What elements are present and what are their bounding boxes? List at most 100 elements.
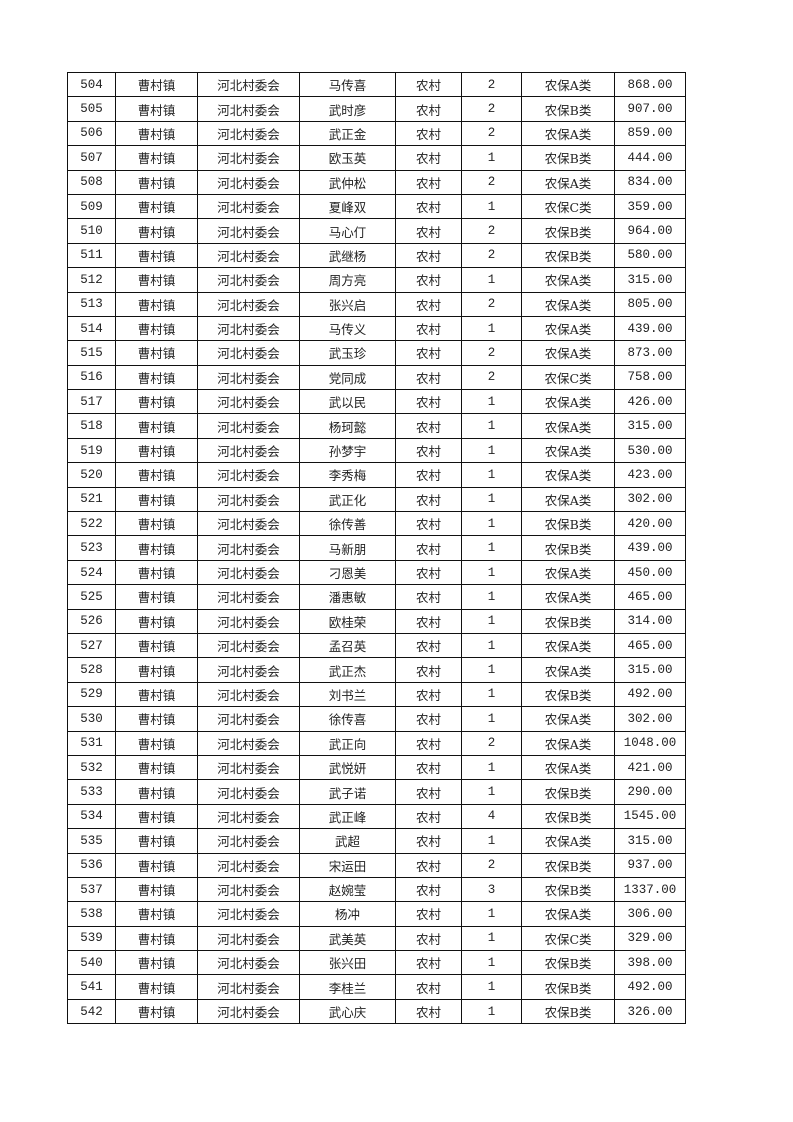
cell-village-committee: 河北村委会 xyxy=(197,169,300,195)
cell-amount: 907.00 xyxy=(614,96,686,122)
cell-town: 曹村镇 xyxy=(115,120,198,147)
cell-town: 曹村镇 xyxy=(115,315,198,342)
cell-insurance-class: 农保A类 xyxy=(521,730,615,756)
cell-household-count: 1 xyxy=(461,486,522,513)
cell-name: 武正杰 xyxy=(299,657,396,683)
cell-row-number: 516 xyxy=(67,364,116,391)
table-row: 532 曹村镇 河北村委会 武悦妍 农村 1 农保A类 421.00 xyxy=(67,754,686,781)
cell-town: 曹村镇 xyxy=(115,169,198,195)
cell-amount: 290.00 xyxy=(614,779,686,805)
cell-insurance-class: 农保B类 xyxy=(521,681,615,708)
cell-amount: 859.00 xyxy=(614,120,686,147)
cell-amount: 315.00 xyxy=(614,828,686,854)
table-row: 529 曹村镇 河北村委会 刘书兰 农村 1 农保B类 492.00 xyxy=(67,681,686,708)
cell-row-number: 513 xyxy=(67,291,116,317)
cell-area-type: 农村 xyxy=(395,315,462,342)
table-row: 528 曹村镇 河北村委会 武正杰 农村 1 农保A类 315.00 xyxy=(67,657,686,683)
cell-area-type: 农村 xyxy=(395,535,462,561)
cell-household-count: 2 xyxy=(461,242,522,269)
cell-household-count: 1 xyxy=(461,535,522,561)
table-row: 520 曹村镇 河北村委会 李秀梅 农村 1 农保A类 423.00 xyxy=(67,462,686,488)
cell-area-type: 农村 xyxy=(395,852,462,878)
cell-name: 马传喜 xyxy=(299,71,396,98)
table-row: 540 曹村镇 河北村委会 张兴田 农村 1 农保B类 398.00 xyxy=(67,950,686,976)
cell-household-count: 1 xyxy=(461,193,522,220)
cell-area-type: 农村 xyxy=(395,340,462,366)
cell-amount: 868.00 xyxy=(614,71,686,98)
cell-town: 曹村镇 xyxy=(115,925,198,952)
cell-amount: 492.00 xyxy=(614,681,686,708)
cell-insurance-class: 农保B类 xyxy=(521,852,615,878)
cell-insurance-class: 农保B类 xyxy=(521,218,615,244)
cell-name: 武正峰 xyxy=(299,803,396,830)
cell-name: 刘书兰 xyxy=(299,681,396,708)
cell-area-type: 农村 xyxy=(395,876,462,903)
cell-amount: 315.00 xyxy=(614,657,686,683)
cell-town: 曹村镇 xyxy=(115,364,198,391)
cell-town: 曹村镇 xyxy=(115,974,198,1000)
cell-insurance-class: 农保B类 xyxy=(521,876,615,903)
cell-row-number: 525 xyxy=(67,584,116,610)
cell-name: 武超 xyxy=(299,828,396,854)
cell-amount: 326.00 xyxy=(614,998,686,1025)
table-row: 526 曹村镇 河北村委会 欧桂荣 农村 1 农保B类 314.00 xyxy=(67,608,686,634)
cell-household-count: 1 xyxy=(461,974,522,1000)
cell-name: 党同成 xyxy=(299,364,396,391)
cell-row-number: 535 xyxy=(67,828,116,854)
cell-household-count: 1 xyxy=(461,559,522,586)
cell-area-type: 农村 xyxy=(395,901,462,927)
cell-amount: 439.00 xyxy=(614,535,686,561)
cell-area-type: 农村 xyxy=(395,389,462,415)
cell-name: 李秀梅 xyxy=(299,462,396,488)
cell-insurance-class: 农保B类 xyxy=(521,779,615,805)
table-row: 541 曹村镇 河北村委会 李桂兰 农村 1 农保B类 492.00 xyxy=(67,974,686,1000)
cell-name: 武以民 xyxy=(299,389,396,415)
table-row: 534 曹村镇 河北村委会 武正峰 农村 4 农保B类 1545.00 xyxy=(67,803,686,830)
cell-village-committee: 河北村委会 xyxy=(197,730,300,756)
table-row: 536 曹村镇 河北村委会 宋运田 农村 2 农保B类 937.00 xyxy=(67,852,686,878)
cell-village-committee: 河北村委会 xyxy=(197,754,300,781)
cell-area-type: 农村 xyxy=(395,218,462,244)
table-row: 523 曹村镇 河北村委会 马新朋 农村 1 农保B类 439.00 xyxy=(67,535,686,561)
cell-area-type: 农村 xyxy=(395,657,462,683)
cell-area-type: 农村 xyxy=(395,193,462,220)
cell-row-number: 540 xyxy=(67,950,116,976)
cell-household-count: 1 xyxy=(461,998,522,1025)
cell-name: 刁恩美 xyxy=(299,559,396,586)
table-row: 517 曹村镇 河北村委会 武以民 农村 1 农保A类 426.00 xyxy=(67,389,686,415)
cell-household-count: 1 xyxy=(461,632,522,659)
cell-town: 曹村镇 xyxy=(115,242,198,269)
cell-name: 李桂兰 xyxy=(299,974,396,1000)
cell-name: 杨珂懿 xyxy=(299,413,396,439)
cell-village-committee: 河北村委会 xyxy=(197,364,300,391)
cell-insurance-class: 农保A类 xyxy=(521,901,615,927)
cell-village-committee: 河北村委会 xyxy=(197,389,300,415)
cell-household-count: 1 xyxy=(461,779,522,805)
cell-insurance-class: 农保A类 xyxy=(521,315,615,342)
cell-household-count: 2 xyxy=(461,364,522,391)
table-row: 518 曹村镇 河北村委会 杨珂懿 农村 1 农保A类 315.00 xyxy=(67,413,686,439)
cell-village-committee: 河北村委会 xyxy=(197,193,300,220)
cell-amount: 465.00 xyxy=(614,584,686,610)
cell-town: 曹村镇 xyxy=(115,876,198,903)
cell-area-type: 农村 xyxy=(395,925,462,952)
cell-household-count: 1 xyxy=(461,267,522,293)
cell-household-count: 2 xyxy=(461,120,522,147)
cell-village-committee: 河北村委会 xyxy=(197,584,300,610)
cell-name: 张兴启 xyxy=(299,291,396,317)
cell-household-count: 4 xyxy=(461,803,522,830)
cell-area-type: 农村 xyxy=(395,681,462,708)
cell-amount: 964.00 xyxy=(614,218,686,244)
cell-insurance-class: 农保A类 xyxy=(521,389,615,415)
table-row: 533 曹村镇 河北村委会 武子诺 农村 1 农保B类 290.00 xyxy=(67,779,686,805)
cell-insurance-class: 农保A类 xyxy=(521,486,615,513)
cell-town: 曹村镇 xyxy=(115,218,198,244)
cell-row-number: 522 xyxy=(67,511,116,537)
cell-town: 曹村镇 xyxy=(115,437,198,464)
cell-name: 马传义 xyxy=(299,315,396,342)
cell-insurance-class: 农保A类 xyxy=(521,71,615,98)
cell-name: 孟召英 xyxy=(299,632,396,659)
cell-row-number: 527 xyxy=(67,632,116,659)
cell-village-committee: 河北村委会 xyxy=(197,315,300,342)
table-row: 508 曹村镇 河北村委会 武仲松 农村 2 农保A类 834.00 xyxy=(67,169,686,195)
